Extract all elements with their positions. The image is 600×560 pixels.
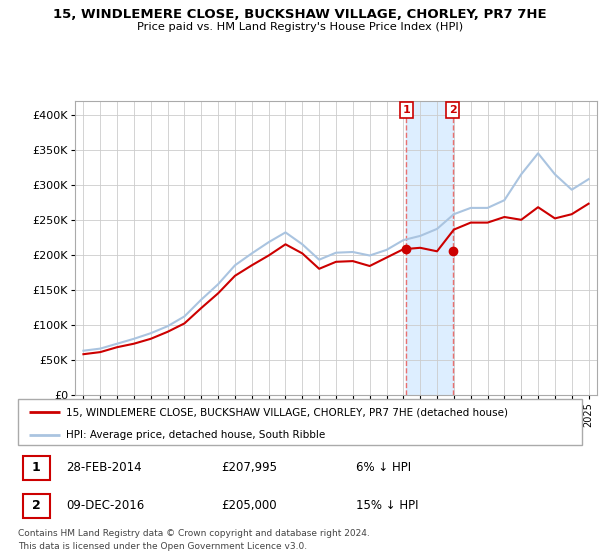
Text: 1: 1	[32, 461, 40, 474]
Text: HPI: Average price, detached house, South Ribble: HPI: Average price, detached house, Sout…	[66, 430, 325, 440]
FancyBboxPatch shape	[23, 493, 50, 517]
Text: 2: 2	[449, 105, 457, 115]
FancyBboxPatch shape	[23, 456, 50, 480]
Text: 6% ↓ HPI: 6% ↓ HPI	[356, 461, 412, 474]
Text: 15, WINDLEMERE CLOSE, BUCKSHAW VILLAGE, CHORLEY, PR7 7HE: 15, WINDLEMERE CLOSE, BUCKSHAW VILLAGE, …	[53, 8, 547, 21]
Text: 09-DEC-2016: 09-DEC-2016	[66, 499, 144, 512]
Text: 15, WINDLEMERE CLOSE, BUCKSHAW VILLAGE, CHORLEY, PR7 7HE (detached house): 15, WINDLEMERE CLOSE, BUCKSHAW VILLAGE, …	[66, 407, 508, 417]
Bar	[406, 101, 452, 395]
Text: £205,000: £205,000	[221, 499, 277, 512]
Text: Price paid vs. HM Land Registry's House Price Index (HPI): Price paid vs. HM Land Registry's House …	[137, 22, 463, 32]
Text: 28-FEB-2014: 28-FEB-2014	[66, 461, 142, 474]
FancyBboxPatch shape	[18, 399, 582, 445]
Text: 1: 1	[403, 105, 410, 115]
Text: 2: 2	[32, 499, 40, 512]
Text: 15% ↓ HPI: 15% ↓ HPI	[356, 499, 419, 512]
Text: Contains HM Land Registry data © Crown copyright and database right 2024.: Contains HM Land Registry data © Crown c…	[18, 529, 370, 538]
Text: This data is licensed under the Open Government Licence v3.0.: This data is licensed under the Open Gov…	[18, 542, 307, 551]
Text: £207,995: £207,995	[221, 461, 277, 474]
